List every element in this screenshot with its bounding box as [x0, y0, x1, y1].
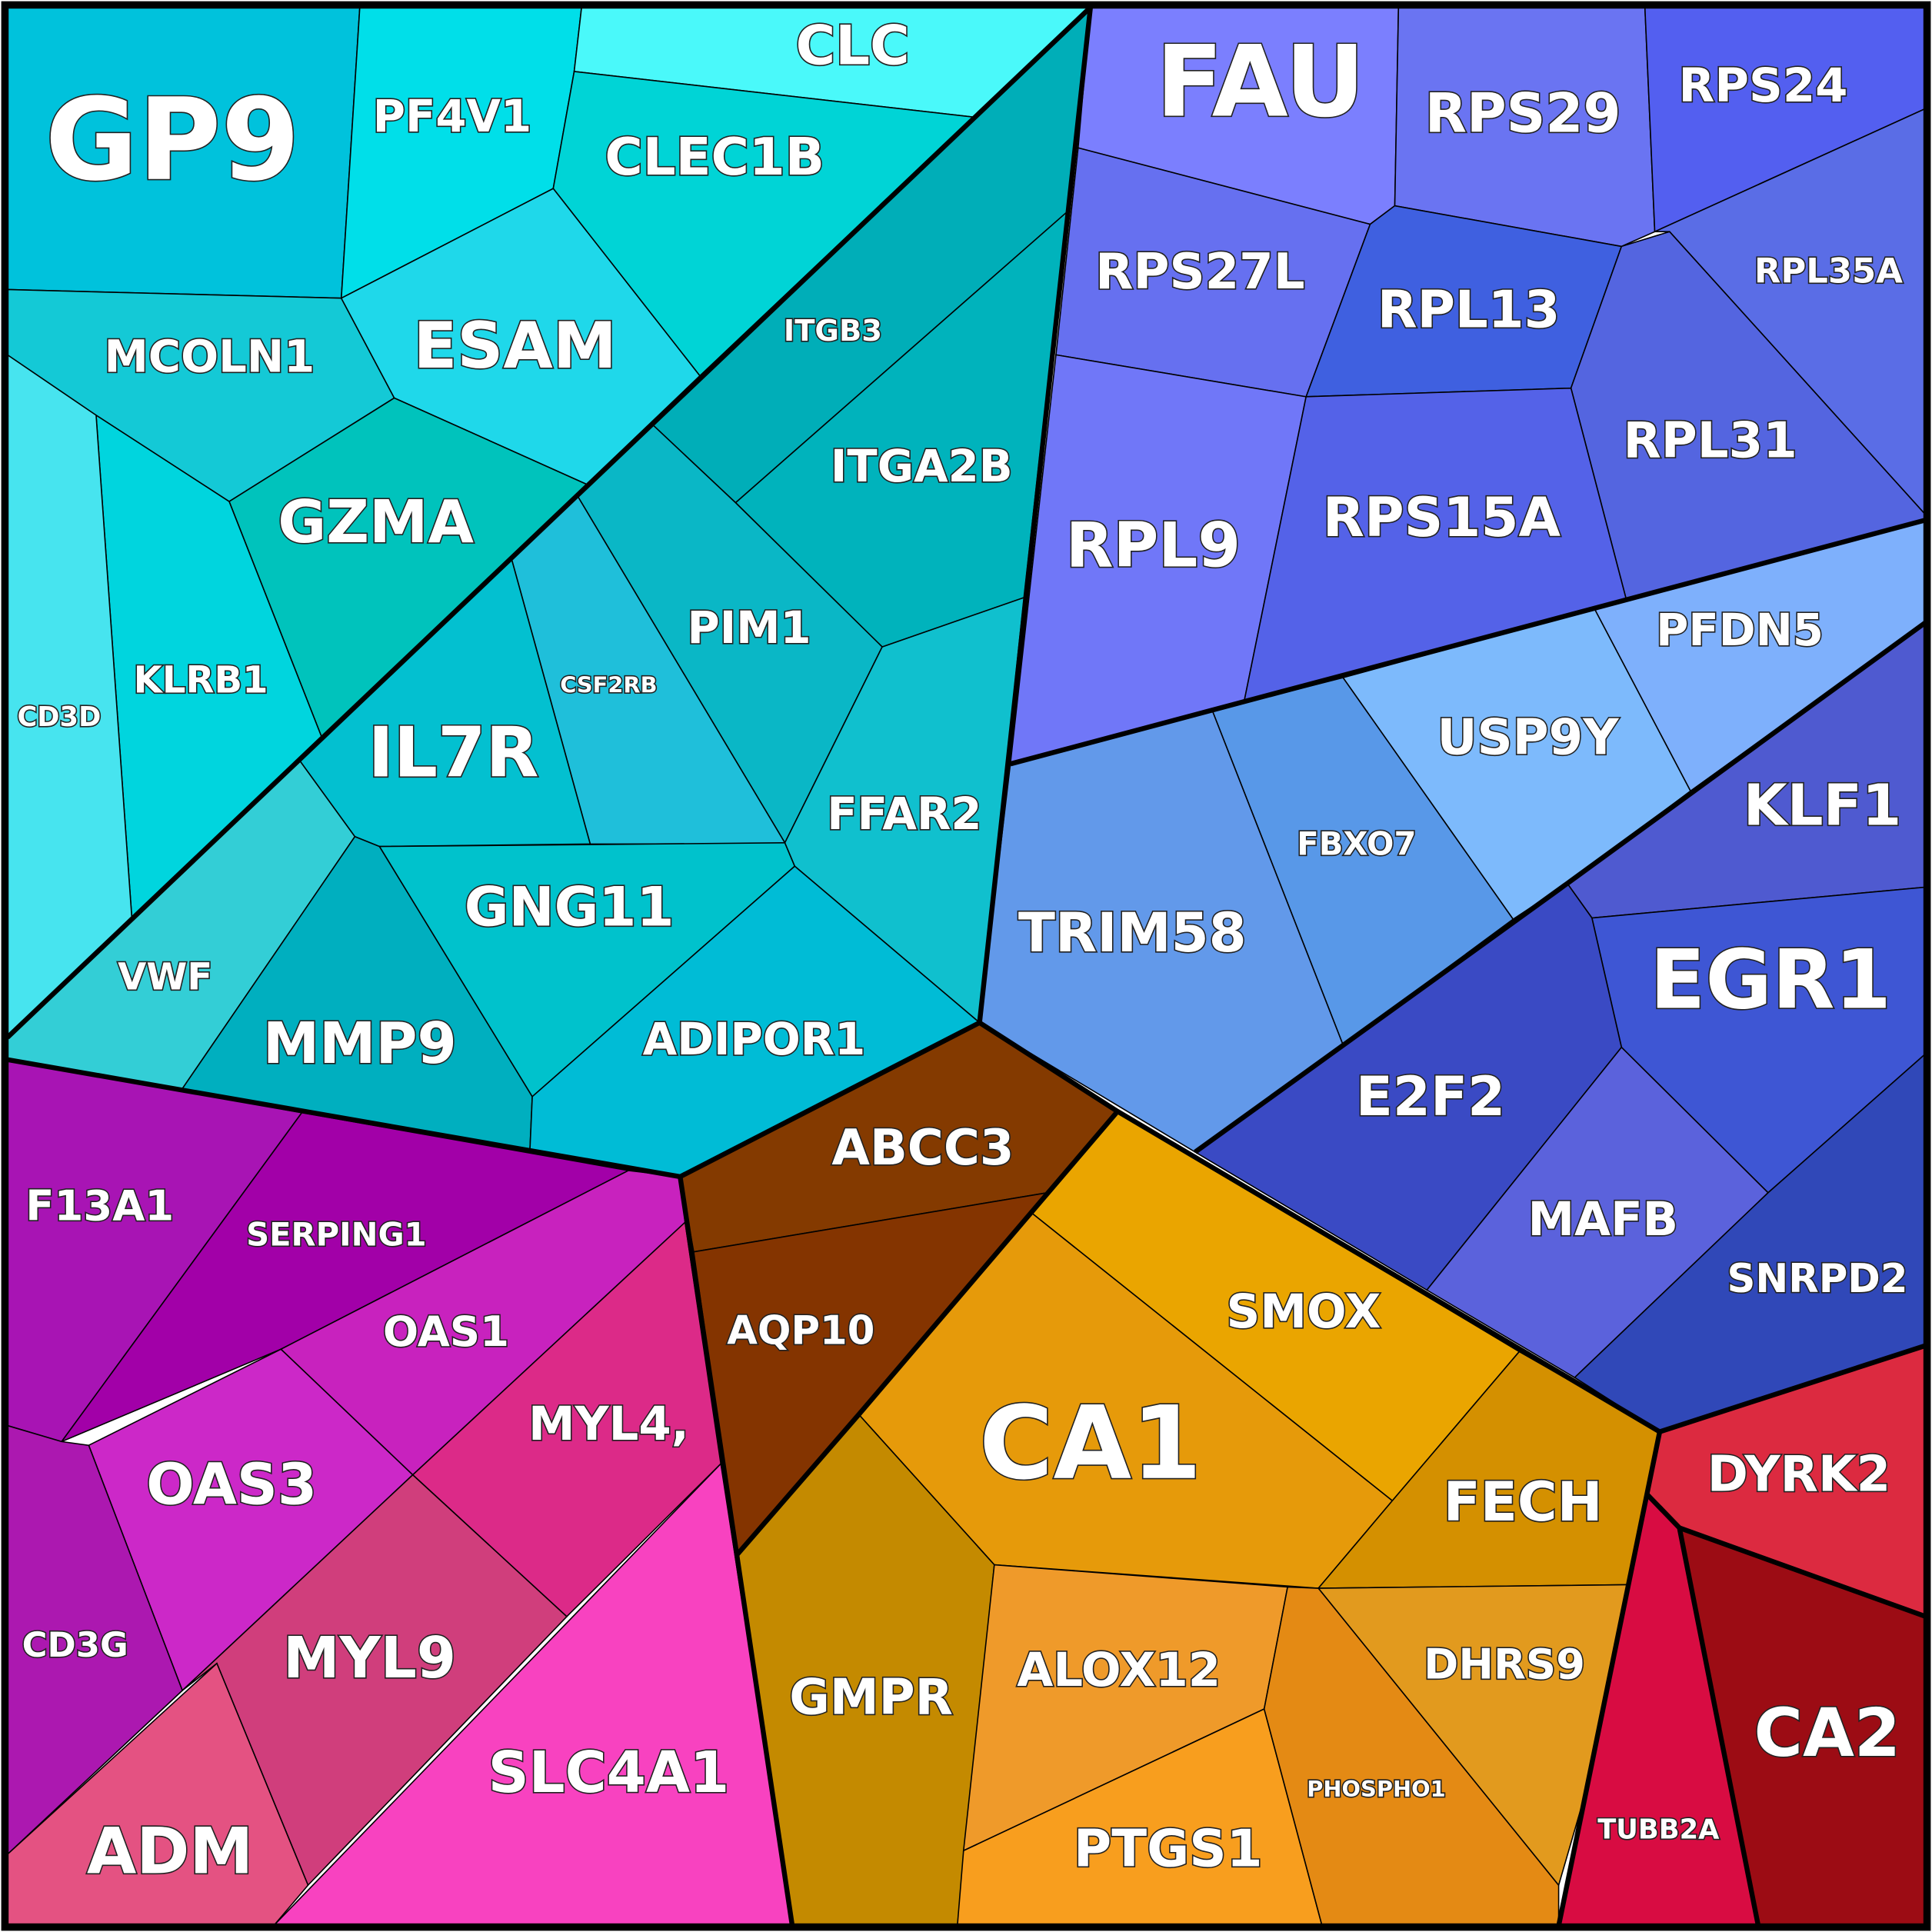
- cell-label: TUBB2A: [1597, 1814, 1720, 1846]
- cell-label: CLC: [795, 15, 909, 78]
- cell-label: RPL35A: [1754, 251, 1903, 291]
- labels: GP9 PF4V1 CLC CLEC1B MCOLN1 ESAM ITGB3 ITGA2B PI…: [16, 13, 1909, 1890]
- group-border: [734, 1109, 1120, 1557]
- cell-label: ITGB3: [784, 314, 882, 348]
- cell-label: AQP10: [727, 1307, 874, 1354]
- cell-label: E2F2: [1356, 1065, 1505, 1128]
- cell-label: VWF: [118, 956, 212, 999]
- cell-label: IL7R: [368, 714, 539, 794]
- group-border: [7, 7, 1093, 1180]
- cell-label: MYL4,: [528, 1397, 689, 1451]
- cell-label: CLEC1B: [605, 127, 824, 187]
- group-border: [1678, 1525, 1927, 1619]
- cell-label: F13A1: [25, 1181, 174, 1231]
- cell-label: MCOLN1: [104, 330, 315, 382]
- group-border: [978, 1020, 1927, 1434]
- cell-label: KLF1: [1744, 774, 1902, 839]
- cell-label: USP9Y: [1437, 709, 1620, 766]
- cell-label: ADM: [87, 1814, 254, 1889]
- cell-label: ALOX12: [1017, 1643, 1221, 1697]
- cell-label: SLC4A1: [488, 1740, 730, 1806]
- cell-label: EGR1: [1650, 932, 1891, 1027]
- cell-label: RPS27L: [1095, 244, 1304, 301]
- cell-label: RPL13: [1377, 279, 1561, 339]
- cell-label: DYRK2: [1707, 1446, 1891, 1503]
- cell-label: PF4V1: [373, 90, 532, 142]
- cell-label: MAFB: [1527, 1192, 1678, 1247]
- cell-label: PFDN5: [1656, 604, 1824, 656]
- group-border: [1194, 620, 1927, 1154]
- group-border: [1556, 1431, 1663, 1927]
- cell-label: PIM1: [687, 601, 811, 654]
- cell-label: CD3D: [17, 701, 101, 733]
- cell-label: GP9: [45, 74, 301, 206]
- cell-label: RPS24: [1679, 58, 1848, 113]
- cell-label: PHOSPHO1: [1307, 1776, 1445, 1802]
- cell-label: CA1: [979, 1384, 1201, 1502]
- cell-label: ADIPOR1: [643, 1013, 866, 1065]
- cell-label: FECH: [1444, 1471, 1603, 1534]
- cell-label: FFAR2: [827, 788, 981, 840]
- cell-label: PTGS1: [1074, 1818, 1263, 1878]
- group-border: [1009, 517, 1927, 767]
- cell-label: OAS1: [383, 1307, 509, 1356]
- cell-label: CA2: [1754, 1695, 1901, 1772]
- cell-label: SMOX: [1227, 1284, 1381, 1339]
- cell-label: OAS3: [146, 1452, 317, 1517]
- cell-label: SERPING1: [246, 1215, 427, 1253]
- cell-label: FBXO7: [1297, 825, 1416, 863]
- cells: [6, 5, 1927, 1927]
- cell-label: GNG11: [465, 875, 675, 938]
- cell-label: DHRS9: [1424, 1640, 1585, 1689]
- cell-label: RPS29: [1425, 82, 1621, 145]
- cell-label: SNRPD2: [1727, 1256, 1907, 1302]
- cell-label: CSF2RB: [560, 671, 657, 698]
- cell-label: RPS15A: [1323, 486, 1561, 549]
- cell-label: GZMA: [278, 488, 474, 557]
- cell-label: FAU: [1156, 25, 1365, 139]
- group-border: [5, 5, 1093, 1040]
- cell-label: MYL9: [283, 1626, 456, 1691]
- cell-label: GMPR: [789, 1669, 953, 1726]
- cell-label: ESAM: [414, 308, 617, 383]
- cell-label: ABCC3: [831, 1120, 1014, 1177]
- cell-label: MMP9: [263, 1011, 457, 1077]
- cell-label: ITGA2B: [831, 440, 1013, 492]
- group-borders: [5, 5, 1927, 1927]
- cell-label: CD3G: [22, 1624, 128, 1665]
- cell-label: RPL9: [1066, 509, 1241, 581]
- cell-label: KLRB1: [134, 659, 268, 702]
- cell-label: TRIM58: [1018, 901, 1247, 964]
- cell-label: RPL31: [1623, 412, 1797, 469]
